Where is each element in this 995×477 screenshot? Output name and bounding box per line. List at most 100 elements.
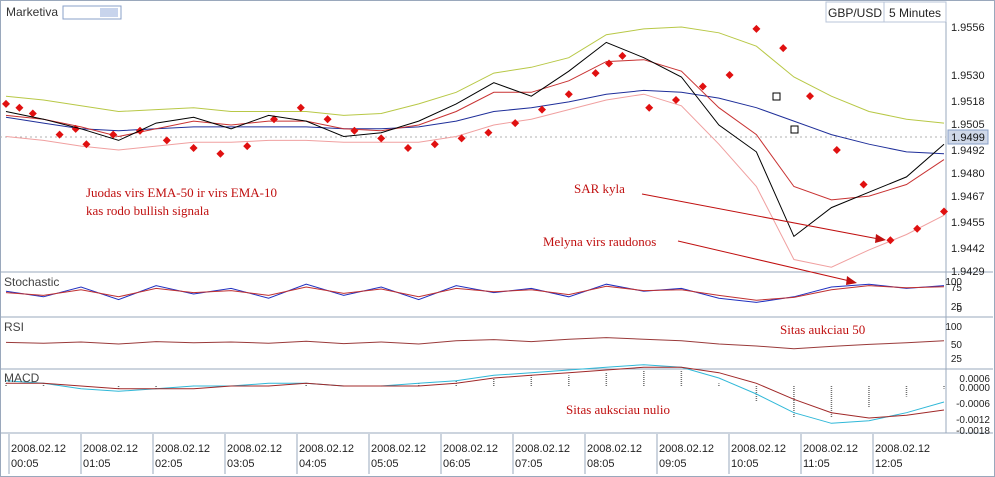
sar-point	[109, 130, 118, 139]
indicator-axis-label: -0.0012	[956, 415, 990, 426]
arrow-blue-red	[677, 240, 855, 283]
stochastic-d-line	[5, 285, 945, 301]
sar-point	[538, 105, 546, 114]
sar-point	[28, 109, 37, 118]
price-axis-label: 1.9467	[951, 191, 985, 203]
sar-point	[270, 115, 278, 124]
time-axis-date: 2008.02.12	[875, 443, 930, 455]
sar-point	[189, 144, 198, 153]
price-axis-label: 1.9505	[951, 119, 985, 131]
annotation-macd: Sitas auksciau nulio	[566, 402, 670, 417]
time-axis-date: 2008.02.12	[587, 443, 642, 455]
sar-point	[350, 126, 359, 135]
toolbar-selector-handle[interactable]	[100, 8, 118, 17]
price-axis-label: 1.9556	[951, 22, 985, 34]
rsi-line	[5, 337, 945, 350]
ema50-line	[5, 89, 945, 155]
symbol-label: GBP/USD	[828, 6, 882, 20]
sar-point	[55, 130, 64, 139]
annotation-blue-red: Melyna virs raudonos	[543, 234, 656, 249]
indicator-axis-label: 0.0006	[959, 374, 990, 385]
indicator-axis-label: 50	[951, 340, 963, 351]
price-axis-label: 1.9518	[951, 96, 985, 108]
time-axis-time: 12:05	[875, 458, 903, 470]
sar-point	[511, 119, 520, 128]
time-axis-time: 08:05	[587, 458, 615, 470]
time-axis-time: 05:05	[371, 458, 399, 470]
price-axis-label: 1.9429	[951, 266, 985, 278]
time-axis-date: 2008.02.12	[515, 443, 570, 455]
current-price-value: 1.9499	[951, 132, 985, 144]
time-axis-time: 04:05	[299, 458, 327, 470]
sar-point	[779, 44, 788, 53]
macd-title: MACD	[4, 371, 40, 385]
indicator-axis-label: 100	[945, 277, 962, 288]
price-axis-label: 1.9442	[951, 243, 985, 255]
time-axis-time: 10:05	[731, 458, 759, 470]
time-axis-date: 2008.02.12	[371, 443, 426, 455]
sar-point	[806, 92, 814, 101]
stochastic-title: Stochastic	[4, 275, 59, 289]
rsi-title: RSI	[4, 320, 24, 334]
sar-point	[457, 134, 466, 143]
arrow-sar	[641, 193, 885, 241]
sar-point	[859, 180, 868, 189]
sar-point	[605, 59, 613, 68]
sar-point	[832, 145, 841, 154]
annotation-sar: SAR kyla	[574, 181, 625, 196]
macd-line	[5, 364, 945, 424]
macd-signal-line	[6, 366, 945, 419]
time-axis-date: 2008.02.12	[443, 443, 498, 455]
time-axis-date: 2008.02.12	[83, 443, 138, 455]
sar-point	[296, 103, 305, 112]
app-title: Marketiva	[6, 5, 58, 19]
price-axis-label: 1.9480	[951, 168, 985, 180]
sar-point	[752, 24, 761, 33]
sar-point	[886, 236, 895, 245]
price-axis-label: 1.9455	[951, 217, 985, 229]
arrow-sar-head	[875, 234, 886, 243]
annotation-main-line1: Juodas virs EMA-50 ir virs EMA-10	[86, 185, 277, 200]
price-axis-label: 1.9492	[951, 145, 985, 157]
sar-point	[430, 140, 439, 149]
timeframe-label: 5 Minutes	[889, 6, 941, 20]
sar-point	[940, 207, 948, 216]
time-axis-date: 2008.02.12	[155, 443, 210, 455]
time-axis-date: 2008.02.12	[803, 443, 858, 455]
sar-point	[725, 71, 734, 80]
time-axis-date: 2008.02.12	[731, 443, 786, 455]
sar-point	[698, 82, 707, 91]
indicator-axis-label: 25	[951, 354, 963, 365]
time-axis-time: 00:05	[11, 458, 39, 470]
sar-point	[243, 142, 252, 151]
time-axis-date: 2008.02.12	[11, 443, 66, 455]
sar-point	[672, 96, 680, 105]
annotation-rsi: Sitas aukciau 50	[780, 322, 865, 337]
stochastic-k-line	[5, 283, 945, 303]
time-axis-time: 09:05	[659, 458, 687, 470]
arrow-blue-red-head	[846, 276, 857, 285]
indicator-axis-label: -0.0018	[956, 426, 990, 437]
price-marker-square	[790, 125, 799, 134]
sar-point	[377, 134, 386, 143]
time-axis-time: 07:05	[515, 458, 543, 470]
time-axis-time: 06:05	[443, 458, 471, 470]
sar-point	[15, 103, 24, 112]
time-axis-time: 03:05	[227, 458, 255, 470]
time-axis-date: 2008.02.12	[299, 443, 354, 455]
time-axis-date: 2008.02.12	[227, 443, 282, 455]
timeframe-box[interactable]	[883, 1, 947, 23]
sar-point	[913, 224, 922, 233]
indicator-axis-label: 75	[951, 283, 963, 294]
time-axis-date: 2008.02.12	[659, 443, 714, 455]
price-marker-square	[772, 92, 781, 101]
indicator-axis-label: 25	[951, 302, 963, 313]
indicator-axis-label: -0.0006	[956, 399, 990, 410]
sar-point	[645, 103, 654, 112]
indicator-axis-label: 0.0000	[959, 383, 990, 394]
current-price-tag	[947, 129, 989, 145]
sar-point	[404, 144, 412, 153]
bollinger-lower-line	[5, 93, 945, 268]
sar-point	[162, 136, 171, 145]
